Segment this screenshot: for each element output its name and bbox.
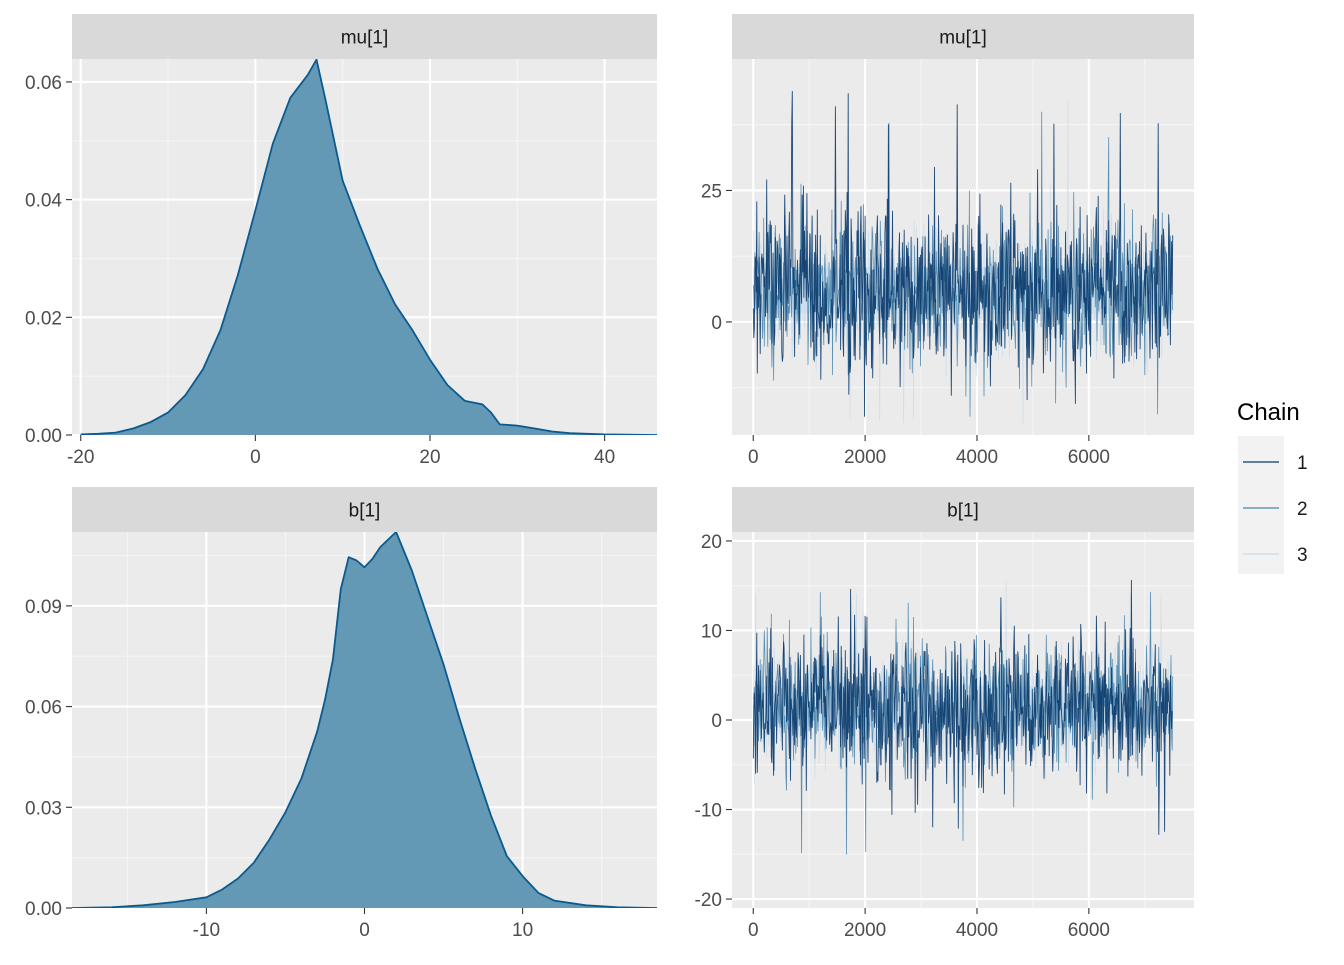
y-tick-label: 0.03 bbox=[25, 798, 62, 819]
x-tick-label: -20 bbox=[67, 447, 94, 468]
y-tick-label: 0.00 bbox=[25, 426, 62, 447]
y-tick-label: 0.06 bbox=[25, 698, 62, 719]
x-tick-label: 0 bbox=[250, 447, 261, 468]
strip-label: mu[1] bbox=[939, 28, 987, 49]
y-tick-label: 25 bbox=[701, 181, 722, 202]
legend-label-chain-2: 2 bbox=[1297, 499, 1308, 520]
plot-area bbox=[80, 59, 657, 435]
strip-label: b[1] bbox=[947, 501, 979, 522]
y-tick-label: 20 bbox=[701, 532, 722, 553]
y-tick-label: 0 bbox=[711, 711, 722, 732]
legend-label-chain-1: 1 bbox=[1297, 453, 1308, 474]
x-tick-label: 2000 bbox=[844, 920, 886, 941]
legend-label-chain-3: 3 bbox=[1297, 545, 1308, 566]
y-tick-label: 0.04 bbox=[25, 191, 62, 212]
density-area bbox=[72, 532, 657, 908]
panel-4: b[1] 0 2000 4000 6000 -20 -10 0 10 20 bbox=[695, 487, 1194, 941]
x-tick-label: 4000 bbox=[956, 447, 998, 468]
x-tick-label: 2000 bbox=[844, 447, 886, 468]
y-tick-label: 0.06 bbox=[25, 73, 62, 94]
panel-3: b[1] -10 0 10 0.00 0.03 0.06 0.09 bbox=[25, 487, 657, 941]
plot-area bbox=[752, 579, 1174, 855]
y-tick-label: 10 bbox=[701, 621, 722, 642]
x-tick-label: 20 bbox=[419, 447, 440, 468]
legend-title: Chain bbox=[1237, 399, 1300, 426]
x-tick-label: 0 bbox=[748, 447, 759, 468]
x-tick-label: 0 bbox=[359, 920, 370, 941]
density-line bbox=[72, 532, 657, 908]
density-area bbox=[80, 59, 657, 435]
strip-background bbox=[732, 14, 1194, 59]
y-tick-label: 0.00 bbox=[25, 899, 62, 920]
strip-background bbox=[72, 487, 657, 532]
strip-background bbox=[732, 487, 1194, 532]
strip-label: b[1] bbox=[349, 501, 381, 522]
x-tick-label: 10 bbox=[512, 920, 533, 941]
panel-1: mu[1] -20 0 20 40 0.00 0.02 0.04 0.06 bbox=[25, 14, 657, 468]
y-tick-label: 0.09 bbox=[25, 597, 62, 618]
x-tick-label: 40 bbox=[594, 447, 615, 468]
y-tick-label: 0 bbox=[711, 313, 722, 334]
x-tick-label: 6000 bbox=[1068, 920, 1110, 941]
y-tick-label: -20 bbox=[695, 890, 722, 911]
x-tick-label: -10 bbox=[193, 920, 220, 941]
plot-area bbox=[72, 532, 657, 908]
strip-background bbox=[72, 14, 657, 59]
x-tick-label: 0 bbox=[748, 920, 759, 941]
y-tick-label: 0.02 bbox=[25, 308, 62, 329]
legend-key-background bbox=[1238, 436, 1284, 574]
trace-line-chain-1 bbox=[752, 579, 1173, 835]
density-line bbox=[80, 59, 657, 435]
panel-2: mu[1] 0 2000 4000 6000 0 25 bbox=[701, 14, 1194, 468]
trace-line-chain-2 bbox=[752, 591, 1174, 855]
strip-label: mu[1] bbox=[341, 28, 389, 49]
plot-area bbox=[752, 90, 1174, 425]
legend: Chain 1 2 3 bbox=[1237, 399, 1308, 574]
x-tick-label: 4000 bbox=[956, 920, 998, 941]
x-tick-label: 6000 bbox=[1068, 447, 1110, 468]
y-tick-label: -10 bbox=[695, 801, 722, 822]
trace-line-chain-1 bbox=[752, 90, 1174, 417]
